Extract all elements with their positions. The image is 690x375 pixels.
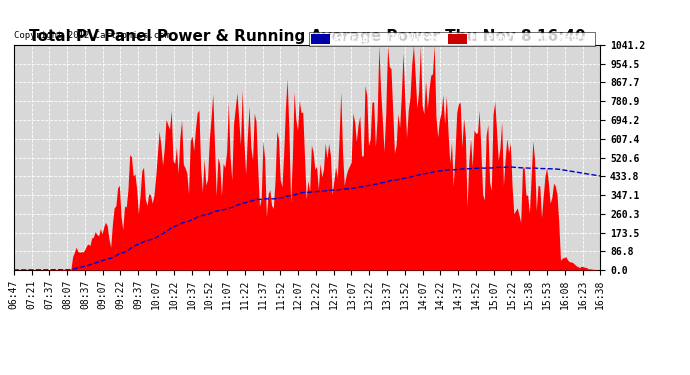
Title: Total PV Panel Power & Running Average Power Thu Nov 8 16:40: Total PV Panel Power & Running Average P… [29,29,585,44]
Legend: Average  (DC Watts), PV Panels  (DC Watts): Average (DC Watts), PV Panels (DC Watts) [309,32,595,46]
Text: Copyright 2012 Cartronics.com: Copyright 2012 Cartronics.com [14,32,170,40]
